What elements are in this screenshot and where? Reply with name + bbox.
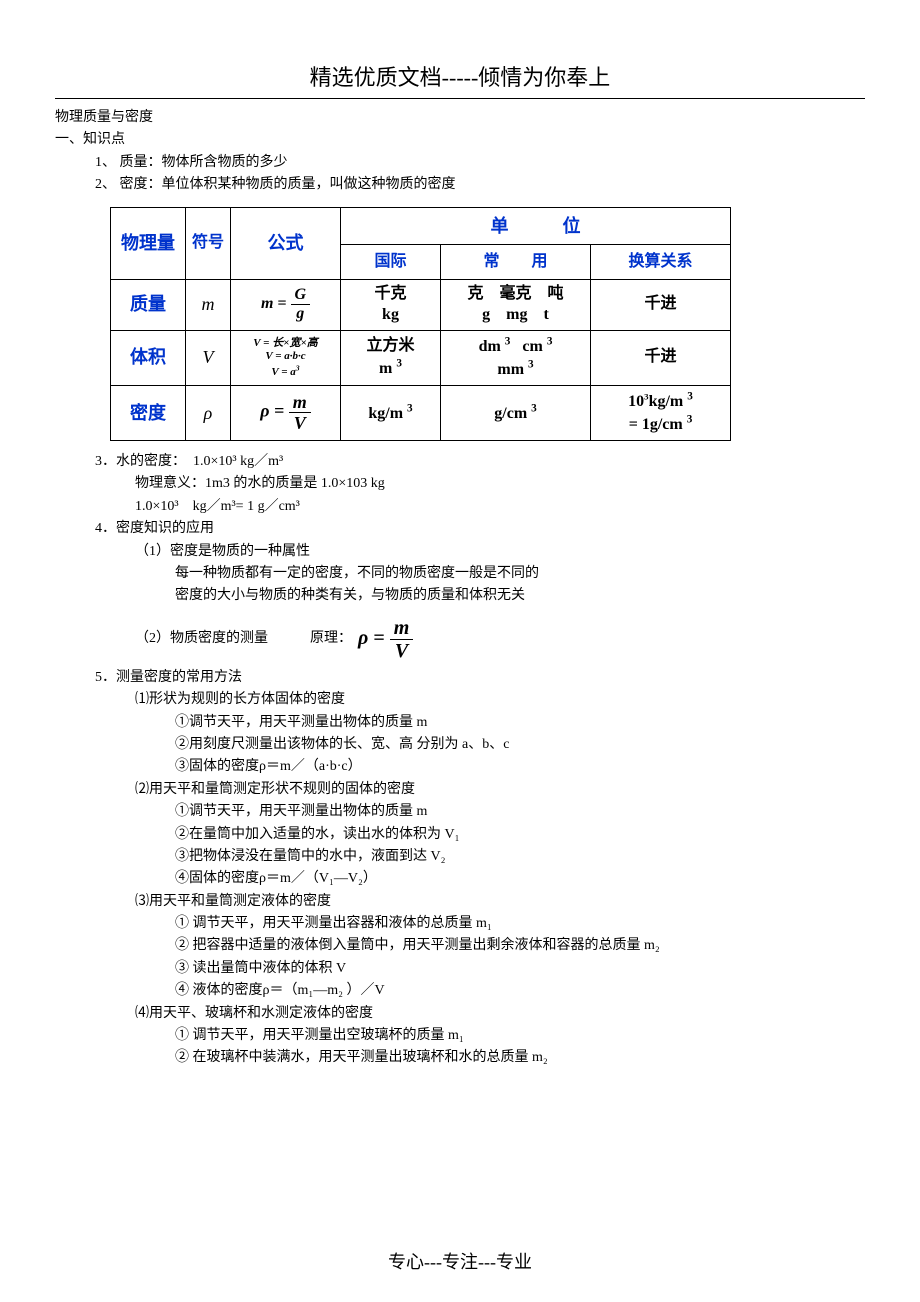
frac-den: g [291,305,311,322]
convert-mass: 千进 [591,279,731,330]
u2: cm [522,338,542,355]
th-convert: 换算关系 [591,245,731,280]
p5-4: ⑷用天平、玻璃杯和水测定液体的密度 [55,1003,865,1025]
cs: 3 [531,402,537,414]
p5-3: ⑶用天平和量筒测定液体的密度 [55,891,865,913]
p4-2: （2）物质密度的测量 原理： ρ = m V [55,618,865,661]
p5-2a: ①调节天平，用天平测量出物体的质量 m [55,801,865,823]
pf-num: m [390,618,414,640]
formula-density: ρ = m V [231,385,341,440]
intl-volume: 立方米 m 3 [341,330,441,385]
u3: mm [497,361,524,378]
c1r: kg/m [649,393,684,410]
th-common: 常 用 [441,245,591,280]
c1: 10 [628,393,644,410]
p4: 4．密度知识的应用 [55,518,865,540]
fd: V [289,413,311,432]
th-intl: 国际 [341,245,441,280]
unit-sup: 3 [396,358,402,370]
formula-volume: V = 长×宽×高 V = a·b·c V = a3 [231,330,341,385]
symbol-density: ρ [186,385,231,440]
p5-4b: ② 在玻璃杯中装满水，用天平测量出玻璃杯和水的总质量 m₂ [55,1047,865,1069]
p5-1b: ②用刻度尺测量出该物体的长、宽、高 分别为 a、b、c [55,734,865,756]
pf-left: ρ = [358,627,385,649]
p4-2-label: （2）物质密度的测量 原理： [135,628,352,650]
symbol-volume: V [186,330,231,385]
th-unit: 单 位 [341,207,731,245]
physics-table: 物理量 符号 公式 单 位 国际 常 用 换算关系 质量 m m = G g [110,207,731,441]
label-volume: 体积 [111,330,186,385]
p5-2c: ③把物体浸没在量筒中的水中，液面到达 V₂ [55,846,865,868]
common-density: g/cm 3 [441,385,591,440]
c2: = 1g/cm [629,416,683,433]
unit-en: g mg t [482,306,549,323]
vf3: V = a [271,366,295,378]
convert-density: 103kg/m 3 = 1g/cm 3 [591,385,731,440]
p3c: 1.0×10³ kg／m³= 1 g／cm³ [55,496,865,518]
unit-cn: 千克 [374,285,406,302]
s3: 3 [528,359,534,371]
unit-cn: 克 毫克 吨 [467,285,563,302]
p5-1c: ③固体的密度ρ＝m／（a·b·c） [55,756,865,778]
table-row-volume: 体积 V V = 长×宽×高 V = a·b·c V = a3 立方米 m 3 … [111,330,731,385]
unit-en: kg [382,306,399,323]
p5-4a: ① 调节天平，用天平测量出空玻璃杯的质量 m₁ [55,1025,865,1047]
frac-num: G [291,287,311,305]
convert-volume: 千进 [591,330,731,385]
p5-2: ⑵用天平和量筒测定形状不规则的固体的密度 [55,779,865,801]
intl-density: kg/m 3 [341,385,441,440]
document-page: 精选优质文档-----倾情为你奉上 物理质量与密度 一、知识点 1、 质量：物体… [0,0,920,1302]
p5-1: ⑴形状为规则的长方体固体的密度 [55,689,865,711]
page-footer: 专心---专注---专业 [0,1248,920,1274]
p5-3c: ③ 读出量筒中液体的体积 V [55,958,865,980]
page-header: 精选优质文档-----倾情为你奉上 [55,60,865,99]
vf1: V = 长×宽×高 [253,337,317,349]
topic-line: 物理质量与密度 [55,107,865,129]
s2: 3 [547,336,553,348]
table-row-mass: 质量 m m = G g 千克 kg 克 毫克 吨 g mg t 千 [111,279,731,330]
pf-den: V [390,640,414,661]
p3a: 3．水的密度： 1.0×10³ kg／m³ [55,451,865,473]
p5: 5．测量密度的常用方法 [55,667,865,689]
formula-text: m = [261,295,287,312]
p5-2d: ④固体的密度ρ＝m／（V₁—V₂） [55,868,865,890]
p5-1a: ①调节天平，用天平测量出物体的质量 m [55,712,865,734]
p5-3a: ① 调节天平，用天平测量出容器和液体的总质量 m₁ [55,913,865,935]
p4-1b: 密度的大小与物质的种类有关，与物质的质量和体积无关 [55,585,865,607]
formula-mass: m = G g [231,279,341,330]
common-volume: dm 3 cm 3 mm 3 [441,330,591,385]
body: 物理质量与密度 一、知识点 1、 质量：物体所含物质的多少 2、 密度：单位体积… [55,107,865,1070]
label-mass: 质量 [111,279,186,330]
table-row-density: 密度 ρ ρ = m V kg/m 3 g/cm 3 10 3 [111,385,731,440]
s1: 3 [505,336,511,348]
unit-cn: 立方米 [366,337,414,354]
ue: kg/m [368,405,403,422]
point-density: 2、 密度：单位体积某种物质的质量，叫做这种物质的密度 [55,174,865,196]
p5-3b: ② 把容器中适量的液体倒入量筒中，用天平测量出剩余液体和容器的总质量 m₂ [55,935,865,957]
c2s: 3 [687,414,693,426]
fn: m [289,393,311,413]
p4-1: （1）密度是物质的一种属性 [55,541,865,563]
vf2: V = a·b·c [265,350,305,362]
p3b: 物理意义：1m3 的水的质量是 1.0×103 kg [55,473,865,495]
common-mass: 克 毫克 吨 g mg t [441,279,591,330]
us: 3 [407,402,413,414]
unit-en: m [379,360,392,377]
th-quantity: 物理量 [111,207,186,279]
ce: g/cm [494,405,527,422]
label-density: 密度 [111,385,186,440]
point-mass: 1、 质量：物体所含物质的多少 [55,152,865,174]
vf3s: 3 [296,363,300,372]
p5-3d: ④ 液体的密度ρ＝（m₁—m₂ ）／V [55,980,865,1002]
th-symbol: 符号 [186,207,231,279]
p4-1a: 每一种物质都有一定的密度，不同的物质密度一般是不同的 [55,563,865,585]
intl-mass: 千克 kg [341,279,441,330]
symbol-mass: m [186,279,231,330]
c1s2: 3 [687,391,693,403]
th-formula: 公式 [231,207,341,279]
ft: ρ = [260,401,284,421]
section-heading: 一、知识点 [55,129,865,151]
u1: dm [479,338,501,355]
p5-2b: ②在量筒中加入适量的水，读出水的体积为 V₁ [55,824,865,846]
